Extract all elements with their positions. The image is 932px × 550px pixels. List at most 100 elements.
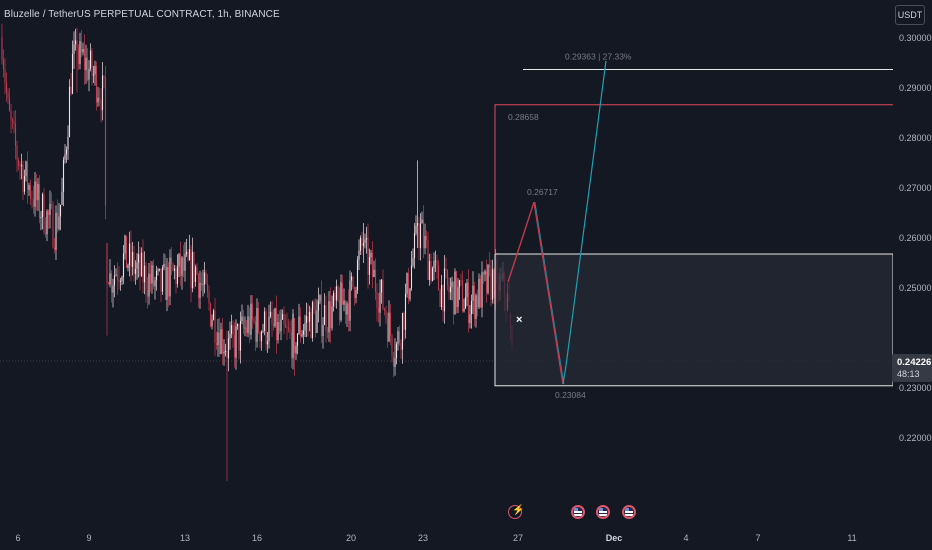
consolidation-zone[interactable]: [494, 253, 893, 387]
candle-body: [67, 136, 69, 150]
candle-body: [170, 257, 173, 265]
candle-body: [19, 165, 21, 167]
candle-body: [392, 356, 395, 367]
us-flag-icon[interactable]: [596, 505, 610, 519]
candle-body: [356, 259, 359, 291]
candle-body: [128, 243, 131, 265]
candle-body: [77, 47, 80, 64]
projection-path-segment[interactable]: [507, 201, 535, 283]
candle-body: [322, 324, 324, 337]
candle-body: [343, 300, 345, 305]
candle-body: [214, 310, 216, 344]
candle-body: [284, 324, 287, 328]
candle-body: [97, 97, 99, 103]
candle-body: [65, 149, 68, 155]
projection-path-segment[interactable]: [534, 202, 565, 385]
price-chart[interactable]: × 0.29363 | 27.33% 0.28658 0.26717 0.23084: [0, 0, 893, 530]
candle-body: [4, 69, 6, 83]
candle-body: [259, 332, 261, 342]
price-annotation: 0.26717: [527, 187, 558, 197]
price-axis[interactable]: 0.30000 0.29000 0.28000 0.27000 0.26000 0.250…: [893, 0, 932, 530]
candle-body: [338, 299, 341, 321]
candle-body: [280, 319, 282, 332]
candle-body: [205, 272, 207, 284]
candle-body: [59, 204, 62, 217]
candle-body: [233, 334, 236, 358]
currency-button[interactable]: USDT: [895, 5, 925, 25]
candle-body: [20, 164, 23, 167]
flash-icon[interactable]: ⚡: [508, 505, 524, 519]
candle-body: [202, 284, 204, 286]
candle-body: [235, 326, 237, 358]
candle-body: [311, 302, 314, 339]
candle-body: [140, 252, 143, 276]
candle-body: [101, 75, 104, 111]
candle-body: [46, 211, 48, 235]
candle-body: [251, 303, 254, 320]
projection-path-segment[interactable]: [562, 365, 567, 385]
candle-body: [122, 253, 125, 277]
candle-body: [314, 309, 317, 333]
drawing-tools[interactable]: × 0.29363 | 27.33% 0.28658 0.26717 0.23084: [494, 51, 893, 400]
price-tick-label: 0.29000: [899, 82, 932, 93]
close-icon[interactable]: ×: [516, 314, 522, 326]
candle-body: [116, 274, 119, 281]
candle-body: [437, 265, 440, 290]
candle-body: [58, 216, 60, 230]
candle-body: [190, 249, 192, 289]
candle-body: [434, 260, 437, 262]
candle-body: [400, 342, 402, 350]
candle-body: [374, 269, 377, 292]
candle-body: [304, 322, 306, 331]
candle-body: [185, 251, 188, 255]
candle-body: [130, 243, 132, 267]
candle-body: [287, 327, 290, 330]
candle-body: [172, 264, 174, 271]
resistance-line[interactable]: [494, 104, 893, 255]
candle-body: [470, 300, 473, 315]
candle-body: [478, 278, 480, 308]
candle-body: [215, 343, 218, 345]
candle-body: [52, 204, 54, 248]
candle-body: [107, 283, 110, 285]
candle-body: [232, 325, 234, 335]
price-annotation: 0.28658: [508, 112, 539, 122]
candle-body: [286, 327, 288, 329]
time-axis[interactable]: 6 9 13 16 20 23 27 Dec 4 7 11: [0, 530, 893, 550]
candle-body: [383, 308, 386, 311]
candle-body: [29, 185, 32, 199]
candle-body: [397, 331, 399, 345]
candle-body: [488, 264, 491, 268]
candle-body: [247, 316, 249, 333]
candle-body: [413, 233, 416, 258]
candle-body: [91, 50, 93, 76]
candle-body: [436, 260, 438, 266]
us-flag-icon[interactable]: [622, 505, 636, 519]
candle-body: [211, 319, 213, 327]
candle-body: [182, 257, 185, 271]
price-tick-label: 0.30000: [899, 32, 932, 43]
projection-path-segment[interactable]: [533, 201, 564, 385]
candle-body: [458, 280, 461, 288]
candle-body: [281, 314, 284, 320]
candle-body: [83, 49, 86, 70]
candle-body: [32, 199, 35, 207]
candle-body: [440, 285, 443, 307]
candle-body: [238, 323, 240, 351]
us-flag-icon[interactable]: [571, 505, 585, 519]
candle-body: [200, 282, 203, 285]
projection-path-segment[interactable]: [565, 60, 607, 366]
candle-body: [388, 312, 390, 342]
time-tick-label: 16: [251, 533, 263, 543]
candle-body: [431, 267, 434, 282]
candle-body: [136, 262, 138, 269]
candle-body: [365, 237, 368, 240]
candle-body: [176, 266, 179, 285]
candle-body: [79, 41, 81, 64]
candle-body: [425, 236, 428, 241]
last-price-value: 0.24226: [897, 357, 932, 368]
candle-body: [272, 323, 275, 327]
candle-body: [371, 252, 374, 278]
candle-body: [203, 272, 206, 285]
candle-body: [35, 181, 38, 201]
